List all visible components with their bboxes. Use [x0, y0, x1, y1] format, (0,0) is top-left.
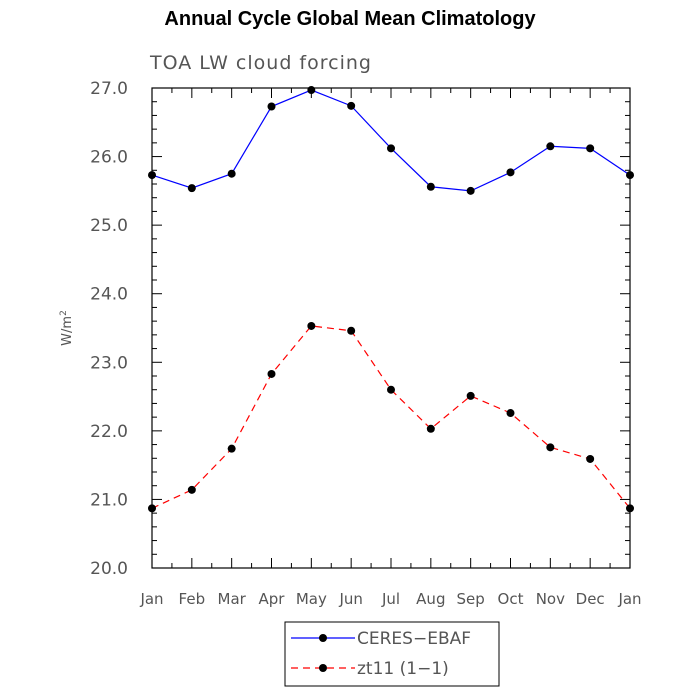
x-tick-label: Sep [457, 590, 485, 608]
chart-title: Annual Cycle Global Mean Climatology [164, 8, 536, 30]
series-layer [148, 86, 634, 513]
data-point-ceres [187, 184, 196, 193]
legend-swatch-marker-ceres [319, 634, 327, 642]
plot-frame [151, 87, 631, 569]
x-tick-label: Apr [259, 590, 286, 608]
x-tick-label: Aug [416, 590, 445, 608]
data-point-ceres [387, 144, 395, 153]
data-point-zt11 [466, 391, 475, 400]
x-tick-label: Jul [381, 590, 400, 608]
y-tick-label: 22.0 [90, 422, 128, 442]
series-line-zt11 [151, 325, 631, 509]
data-point-zt11 [506, 409, 515, 418]
data-point-zt11 [586, 454, 595, 463]
ticks-layer [151, 87, 631, 569]
data-point-ceres [347, 101, 356, 110]
y-tick-label: 23.0 [90, 353, 128, 373]
y-tick-label: 27.0 [90, 79, 128, 99]
x-tick-label: Feb [179, 590, 206, 608]
data-point-ceres [267, 102, 276, 111]
legend: CERES−EBAF zt11 (1−1) [284, 621, 500, 687]
data-point-zt11 [307, 321, 316, 330]
data-point-zt11 [347, 326, 356, 335]
y-axis-label-superscript: 2 [59, 310, 69, 316]
x-tick-label: May [296, 590, 327, 608]
x-tick-label: Jun [338, 590, 362, 608]
data-point-zt11 [227, 444, 236, 453]
x-tick-label: Mar [218, 590, 247, 608]
data-point-ceres [426, 182, 435, 191]
legend-label-zt11: zt11 (1−1) [357, 659, 449, 679]
series-line-ceres [151, 89, 631, 192]
x-tick-label: Jan [139, 590, 163, 608]
chart-subtitle: TOA LW cloud forcing [149, 52, 372, 74]
y-tick-label: 21.0 [90, 490, 128, 510]
y-tick-label: 20.0 [90, 559, 128, 579]
x-tick-label: Oct [498, 590, 524, 608]
data-point-zt11 [267, 369, 276, 378]
y-tick-label: 24.0 [90, 285, 128, 305]
x-tick-labels: Jan Feb Mar Apr May Jun Jul Aug Sep Oct Nov Dec Jan [139, 590, 641, 608]
data-point-ceres [227, 169, 236, 178]
x-tick-label: Nov [536, 590, 565, 608]
data-point-ceres [586, 144, 595, 153]
data-point-ceres [466, 186, 475, 195]
legend-swatch-marker-zt11 [319, 664, 327, 672]
data-point-ceres [307, 86, 316, 95]
x-tick-label: Dec [576, 590, 605, 608]
y-tick-label: 25.0 [90, 216, 128, 236]
data-point-zt11 [187, 485, 196, 494]
y-tick-label: 26.0 [90, 148, 128, 168]
y-axis-label: W/m2 [59, 310, 75, 346]
y-axis-label-text: W/m [60, 316, 75, 346]
data-point-zt11 [426, 424, 435, 433]
data-point-zt11 [387, 385, 395, 394]
y-tick-labels: 20.0 21.0 22.0 23.0 24.0 25.0 26.0 27.0 [90, 79, 128, 579]
data-point-ceres [506, 168, 515, 177]
legend-box [284, 621, 500, 687]
data-point-zt11 [546, 443, 555, 452]
data-point-ceres [546, 142, 555, 151]
x-tick-label: Jan [617, 590, 641, 608]
legend-label-ceres: CERES−EBAF [357, 629, 471, 649]
